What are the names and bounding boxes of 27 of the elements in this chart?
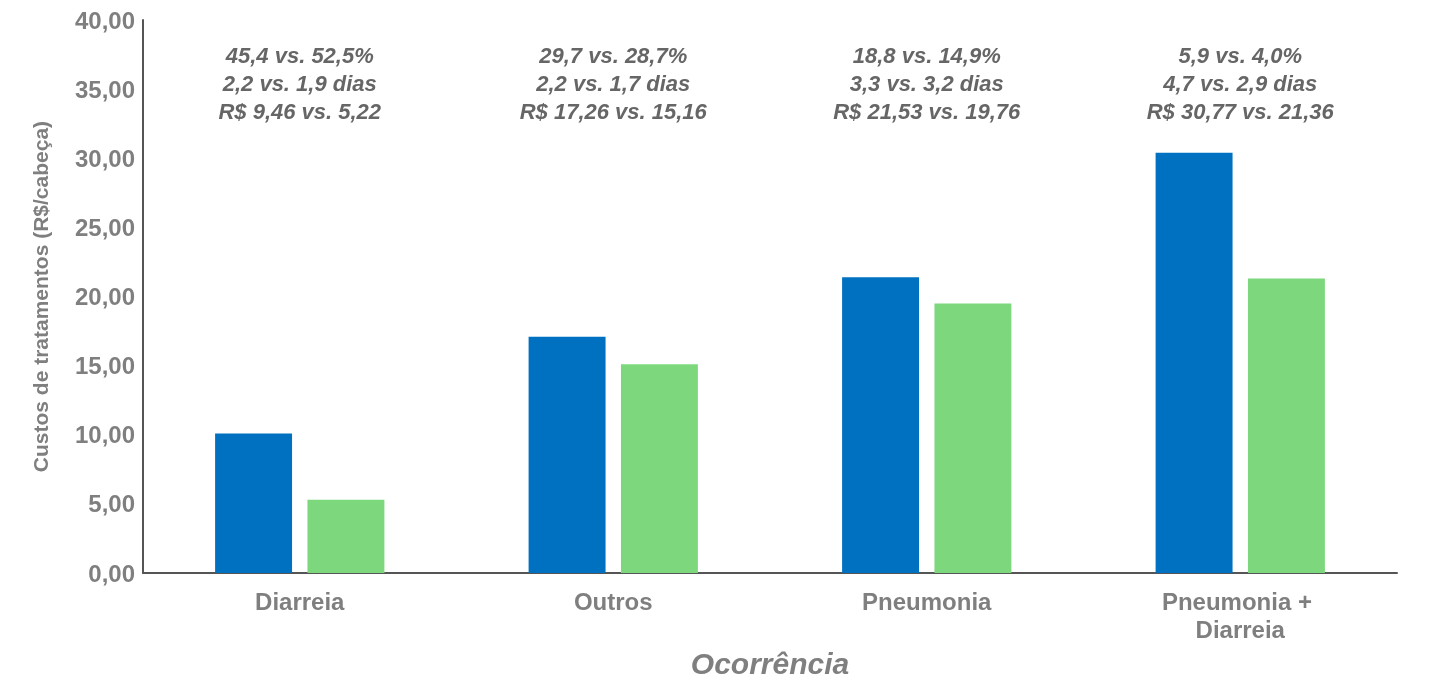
bar [1247,278,1325,574]
y-axis-title: Custos de tratamentos (R$/cabeça) [29,120,52,473]
y-tick-label: 5,00 [88,490,135,518]
bar [528,336,606,574]
x-tick-label: Outros [573,587,653,615]
y-tick-label: 15,00 [74,352,135,380]
annotation: 29,7 vs. 28,7% 2,2 vs. 1,7 dias R$ 17,26 vs. 15,16 [519,42,708,124]
x-tick-label: Pneumonia + Diarreia [1161,587,1319,643]
bar [620,364,698,574]
bar [842,277,920,574]
bar [934,303,1012,574]
y-tick-label: 40,00 [74,6,135,34]
x-tick-label: Pneumonia [862,587,993,615]
bar [307,499,385,574]
y-tick-label: 0,00 [88,559,135,587]
annotation: 5,9 vs. 4,0% 4,7 vs. 2,9 dias R$ 30,77 vs. 21,36 [1146,42,1335,124]
annotation: 45,4 vs. 52,5% 2,2 vs. 1,9 dias R$ 9,46 vs. 5,22 [218,42,382,124]
x-tick-label: Diarreia [255,587,346,615]
y-tick-label: 10,00 [74,421,135,449]
y-tick-label: 30,00 [74,144,135,172]
y-tick-label: 35,00 [74,75,135,103]
y-tick-label: 20,00 [74,283,135,311]
y-tick-label: 25,00 [74,213,135,241]
x-axis-title: Ocorrência [690,646,850,680]
annotation: 18,8 vs. 14,9% 3,3 vs. 3,2 dias R$ 21,53 vs. 19,76 [833,42,1022,124]
bar [1155,152,1233,574]
bar [215,433,293,574]
